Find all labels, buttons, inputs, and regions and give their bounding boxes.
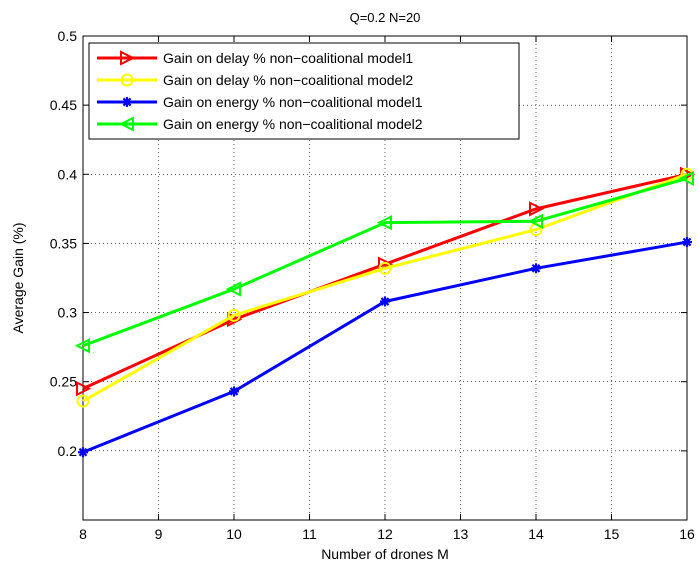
series-layer [74,166,696,458]
data-point [529,201,545,217]
data-point [531,263,541,274]
legend-marker [120,50,136,66]
x-tick-label: 15 [604,526,620,542]
data-point [229,386,239,397]
marker-core [231,388,237,394]
series-3 [78,237,692,458]
series-2 [76,167,694,408]
x-axis-title: Number of drones M [321,546,449,562]
y-tick-label: 0.45 [50,97,77,113]
x-tick-label: 11 [302,526,317,542]
legend-label: Gain on energy % non−coalitional model1 [163,94,423,110]
legend-box [88,42,520,140]
data-point [376,215,392,231]
x-tick-label: 12 [377,526,393,542]
data-point [380,296,390,307]
legend-marker [120,73,134,87]
data-point [682,237,692,248]
y-tick-label: 0.3 [58,305,78,321]
chart-title: Q=0.2 N=20 [350,10,421,25]
x-tick-label: 9 [155,526,163,542]
data-point [76,381,92,397]
marker-core [684,239,690,245]
series-4 [74,170,694,354]
legend-item: Gain on energy % non−coalitional model2 [97,116,423,132]
x-tick-label: 13 [453,526,469,542]
legend-marker [118,116,134,132]
data-point [78,447,88,458]
x-tick-label: 8 [79,526,87,542]
data-point [678,170,694,187]
y-tick-label: 0.25 [50,374,77,390]
marker-core [533,265,539,271]
series-line [82,176,688,348]
y-tick-label: 0.4 [58,166,78,182]
marker-core [80,449,86,455]
legend-marker [122,97,132,107]
series-line [82,172,688,403]
y-axis-title: Average Gain (%) [10,222,26,333]
x-tick-label: 16 [679,526,695,542]
axis-ticks: 8 9 10 11 12 13 14 15 16 0.2 0.25 0.3 0.35 0.4 0.45 0.5 [50,28,695,542]
data-point [74,338,90,354]
y-tick-label: 0.2 [58,443,78,459]
legend-item: Gain on delay % non−coalitional model1 [97,50,413,66]
legend-item: Gain on delay % non−coalitional model2 [97,72,413,88]
data-point [527,213,543,229]
data-point [227,308,241,322]
marker-core [124,99,130,105]
marker-core [382,299,388,304]
data-point [378,261,392,275]
legend-label: Gain on energy % non−coalitional model2 [163,116,423,132]
legend: Gain on delay % non−coalitional model1 Ga… [88,42,520,140]
data-point [76,394,90,408]
x-tick-label: 14 [528,526,544,542]
data-point [225,281,241,297]
legend-label: Gain on delay % non−coalitional model1 [163,50,413,66]
legend-label: Gain on delay % non−coalitional model2 [163,72,413,88]
legend-item: Gain on energy % non−coalitional model1 [97,94,423,110]
y-tick-label: 0.35 [50,235,77,251]
x-tick-label: 10 [226,526,242,542]
y-tick-label: 0.5 [58,28,78,44]
